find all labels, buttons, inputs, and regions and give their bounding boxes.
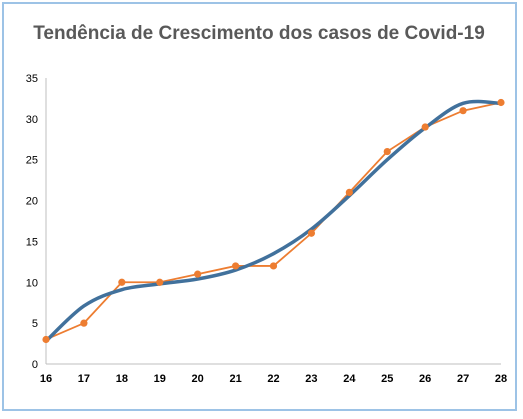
- data-point-marker: [231, 262, 240, 270]
- trendline-curve: [44, 99, 503, 343]
- y-tick-label: 30: [26, 114, 38, 126]
- chart-frame: [2, 2, 517, 411]
- data-point-marker: [80, 319, 88, 327]
- data-point-marker: [156, 278, 164, 286]
- x-tick-label: 22: [267, 373, 279, 385]
- x-tick-label: 20: [192, 373, 204, 385]
- data-point-marker: [269, 262, 278, 270]
- series-group: [42, 98, 505, 344]
- data-point-marker: [345, 188, 353, 196]
- data-point-marker: [194, 270, 202, 278]
- x-tick-label: 25: [381, 373, 393, 385]
- x-tick-label: 26: [419, 373, 431, 385]
- x-tick-label: 17: [78, 373, 90, 385]
- x-tick-label: 28: [495, 373, 507, 385]
- x-tick-label: 18: [116, 373, 128, 385]
- y-tick-label: 0: [32, 359, 38, 371]
- y-tick-label: 25: [26, 155, 38, 167]
- y-tick-label: 15: [26, 236, 38, 248]
- x-tick-label: 21: [229, 373, 241, 385]
- y-tick-label: 5: [32, 318, 38, 330]
- x-tick-label: 19: [154, 373, 166, 385]
- x-tick-label: 27: [457, 373, 469, 385]
- y-tick-label: 10: [26, 277, 38, 289]
- data-point-marker: [421, 123, 429, 131]
- x-tick-labels: 16 17 18 19 20 21 22 23 24 25 26 27 28: [40, 373, 507, 385]
- data-series-line: [45, 101, 502, 341]
- chart-title: Tendência de Crescimento dos casos de Co…: [33, 23, 485, 44]
- data-point-marker: [459, 107, 467, 115]
- data-point-marker: [497, 98, 505, 107]
- data-point-marker: [383, 147, 391, 156]
- data-point-marker: [118, 278, 126, 286]
- x-tick-label: 24: [343, 373, 356, 385]
- data-point-marker: [42, 335, 50, 344]
- data-point-marker: [307, 229, 316, 237]
- y-tick-label: 20: [26, 196, 38, 208]
- y-tick-label: 35: [26, 73, 38, 85]
- x-tick-label: 23: [305, 373, 317, 385]
- y-tick-labels: 0 5 10 15 20 25 30 35: [26, 73, 38, 371]
- x-tick-label: 16: [40, 373, 52, 385]
